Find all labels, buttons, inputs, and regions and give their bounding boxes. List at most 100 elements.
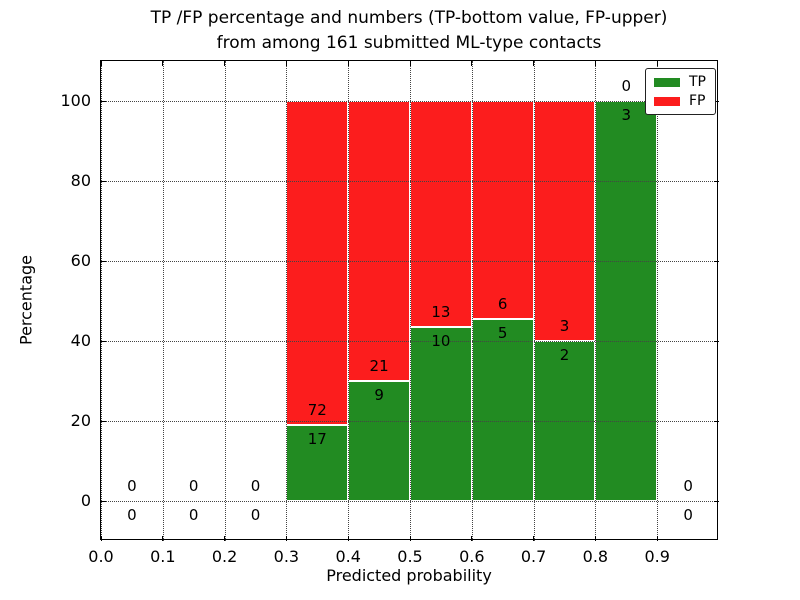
x-tick	[533, 536, 535, 541]
gridline-horizontal	[101, 421, 719, 422]
x-tick	[347, 61, 349, 66]
bar-tp-segment	[348, 381, 410, 501]
fp-count-label: 21	[369, 357, 389, 375]
gridline-vertical	[286, 61, 288, 541]
x-tick-label: 0.2	[211, 547, 238, 566]
x-axis-label: Predicted probability	[326, 566, 492, 585]
bar-fp-segment	[286, 101, 349, 425]
gridline-vertical	[348, 61, 350, 541]
y-tick-label: 60	[70, 251, 91, 270]
legend-item-tp: TP	[654, 75, 706, 89]
legend-label-tp: TP	[689, 74, 706, 90]
gridline-horizontal	[101, 501, 719, 502]
x-tick	[224, 536, 226, 541]
x-tick	[533, 61, 535, 66]
x-tick	[409, 61, 411, 66]
tp-count-label: 0	[127, 506, 137, 524]
y-tick	[714, 260, 719, 262]
fp-count-label: 0	[683, 477, 693, 495]
gridline-horizontal	[101, 101, 719, 102]
y-tick-label: 40	[70, 331, 91, 350]
page-title: TP /FP percentage and numbers (TP-bottom…	[150, 8, 668, 53]
x-tick	[471, 536, 473, 541]
y-tick	[101, 420, 106, 422]
y-tick	[714, 500, 719, 502]
tp-count-label: 5	[497, 324, 508, 342]
gridline-horizontal	[101, 341, 719, 342]
x-tick-label: 0.5	[397, 547, 423, 566]
x-tick	[594, 536, 596, 541]
tp-count-label: 0	[188, 506, 199, 524]
gridline-vertical	[101, 61, 102, 541]
x-tick-label: 0.9	[644, 547, 670, 566]
x-tick	[656, 536, 658, 541]
gridline-vertical	[410, 61, 411, 541]
legend-item-fp: FP	[654, 94, 706, 108]
bar-tp-segment	[410, 327, 472, 501]
x-tick-label: 0.3	[273, 547, 300, 566]
tp-swatch-icon	[654, 77, 680, 87]
legend: TP FP	[645, 68, 716, 115]
x-tick	[285, 61, 287, 66]
y-tick-label: 80	[70, 171, 91, 190]
y-tick	[714, 100, 719, 102]
gridline-vertical	[471, 61, 473, 541]
bar-fp-segment	[410, 101, 472, 327]
bar-fp-segment	[533, 101, 596, 341]
x-tick	[471, 61, 473, 66]
y-tick	[101, 500, 106, 502]
y-tick-label: 0	[80, 491, 91, 510]
gridline-vertical	[224, 61, 226, 541]
fp-count-label: 72	[307, 400, 327, 419]
x-tick	[224, 61, 226, 66]
x-tick-label: 0.4	[335, 547, 361, 566]
y-tick	[101, 100, 106, 102]
fp-count-label: 0	[127, 477, 137, 495]
fp-count-label: 3	[559, 317, 570, 335]
y-tick	[714, 180, 719, 182]
tp-count-label: 0	[250, 506, 261, 524]
tp-count-label: 2	[559, 346, 570, 364]
x-tick-label: 0.7	[520, 547, 547, 566]
y-tick-label: 100	[60, 91, 91, 110]
legend-label-fp: FP	[689, 93, 706, 109]
x-tick-label: 0.6	[459, 547, 485, 566]
tp-count-label: 10	[431, 332, 451, 350]
bar-tp-segment	[471, 319, 534, 501]
x-tick	[100, 536, 102, 541]
x-tick-label: 0.0	[88, 547, 114, 566]
plot-area: TP FP 0.0 0.1 0.2 0.3 0.4 0.5 0.6 0.7 0.8 0.9 0 20 4…	[60, 60, 719, 566]
y-tick	[101, 260, 106, 262]
gridline-horizontal	[101, 261, 719, 262]
y-tick	[101, 180, 106, 182]
x-tick-label: 0.1	[150, 547, 176, 566]
x-tick	[285, 536, 287, 541]
fp-swatch-icon	[654, 96, 680, 106]
x-tick	[162, 61, 164, 66]
x-tick	[162, 536, 164, 541]
x-tick	[100, 61, 102, 66]
fp-count-label: 0	[188, 477, 199, 495]
gridline-vertical	[162, 61, 164, 541]
x-tick-label: 0.8	[582, 547, 609, 566]
gridline-vertical	[533, 61, 535, 541]
bar-fp-segment	[348, 101, 410, 381]
tp-count-label: 3	[621, 106, 632, 124]
fp-count-label: 6	[497, 295, 508, 313]
fp-count-label: 0	[250, 477, 261, 495]
tp-count-label: 17	[307, 429, 327, 448]
bar-fp-segment	[471, 101, 534, 319]
y-tick	[714, 420, 719, 422]
x-tick	[409, 536, 411, 541]
bar-tp-segment	[595, 101, 658, 501]
gridline-vertical	[657, 61, 659, 541]
tp-count-label: 0	[683, 506, 693, 524]
tp-count-label: 9	[374, 386, 384, 404]
y-tick-label: 20	[70, 411, 91, 430]
x-tick	[347, 536, 349, 541]
gridline-vertical	[595, 61, 597, 541]
y-tick	[101, 340, 106, 342]
fp-count-label: 0	[621, 77, 632, 95]
fp-count-label: 13	[431, 303, 451, 321]
